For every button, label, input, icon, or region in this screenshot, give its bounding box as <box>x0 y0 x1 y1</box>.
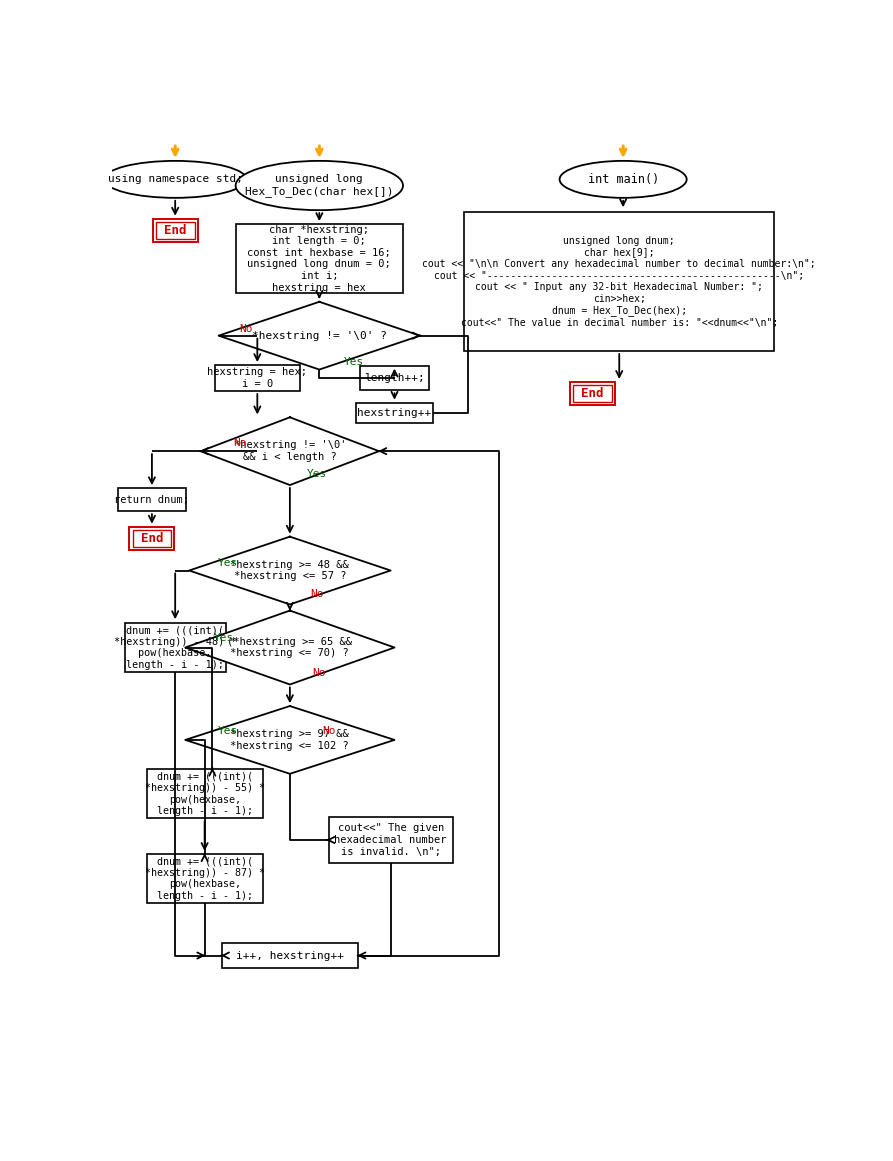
Text: Yes: Yes <box>344 356 364 367</box>
FancyBboxPatch shape <box>146 770 263 819</box>
FancyBboxPatch shape <box>155 222 195 239</box>
FancyBboxPatch shape <box>214 365 300 391</box>
Text: (*hexstring >= 65 &&
*hexstring <= 70) ?: (*hexstring >= 65 && *hexstring <= 70) ? <box>228 636 353 658</box>
Text: i++, hexstring++: i++, hexstring++ <box>236 951 344 960</box>
FancyBboxPatch shape <box>329 817 453 863</box>
FancyBboxPatch shape <box>221 943 358 968</box>
Text: Yes: Yes <box>214 633 234 643</box>
Text: char *hexstring;
int length = 0;
const int hexbase = 16;
unsigned long dnum = 0;: char *hexstring; int length = 0; const i… <box>247 225 391 293</box>
Text: *hexstring >= 97 &&
*hexstring <= 102 ?: *hexstring >= 97 && *hexstring <= 102 ? <box>230 729 349 751</box>
Text: No: No <box>321 726 336 736</box>
FancyBboxPatch shape <box>236 224 403 294</box>
Polygon shape <box>189 536 390 605</box>
Text: No: No <box>239 324 253 333</box>
Text: End: End <box>580 387 604 399</box>
Text: End: End <box>141 532 163 545</box>
Text: *hexstring != '\0' ?: *hexstring != '\0' ? <box>252 331 387 340</box>
Ellipse shape <box>104 161 246 197</box>
FancyBboxPatch shape <box>153 218 197 241</box>
Text: int main(): int main() <box>588 173 659 186</box>
Text: unsigned long dnum;
char hex[9];
cout << "\n\n Convert any hexadecimal number to: unsigned long dnum; char hex[9]; cout <<… <box>422 236 816 327</box>
Polygon shape <box>185 706 395 773</box>
Ellipse shape <box>560 161 687 197</box>
Text: No: No <box>313 668 326 678</box>
Polygon shape <box>219 302 420 369</box>
Text: hexstring++: hexstring++ <box>357 408 431 418</box>
Text: Yes: Yes <box>218 557 238 568</box>
Text: hexstring = hex;
i = 0: hexstring = hex; i = 0 <box>207 367 307 389</box>
Text: No: No <box>233 439 246 448</box>
Polygon shape <box>201 417 379 485</box>
FancyBboxPatch shape <box>464 212 774 351</box>
Text: dnum += (((int)(
*hexstring)) - 48) *
pow(hexbase,
length - i - 1);: dnum += (((int)( *hexstring)) - 48) * po… <box>114 625 237 670</box>
FancyBboxPatch shape <box>125 623 226 672</box>
Polygon shape <box>185 611 395 685</box>
Text: dnum += (((int)(
*hexstring)) - 87) *
pow(hexbase,
length - i - 1);: dnum += (((int)( *hexstring)) - 87) * po… <box>145 856 264 901</box>
Text: Yes: Yes <box>218 726 238 736</box>
FancyBboxPatch shape <box>146 853 263 903</box>
Text: using namespace std;: using namespace std; <box>108 174 243 185</box>
FancyBboxPatch shape <box>361 366 429 390</box>
FancyBboxPatch shape <box>355 403 433 423</box>
Ellipse shape <box>236 161 403 210</box>
FancyBboxPatch shape <box>570 382 614 405</box>
FancyBboxPatch shape <box>118 488 186 511</box>
Text: return dnum;: return dnum; <box>114 495 189 505</box>
Text: End: End <box>164 224 187 237</box>
Text: *hexstring != '\0'
&& i < length ?: *hexstring != '\0' && i < length ? <box>234 440 346 462</box>
Text: dnum += (((int)(
*hexstring)) - 55) *
pow(hexbase,
length - i - 1);: dnum += (((int)( *hexstring)) - 55) * po… <box>145 771 264 816</box>
FancyBboxPatch shape <box>129 527 174 549</box>
Text: No: No <box>310 589 324 599</box>
FancyBboxPatch shape <box>572 385 612 402</box>
Text: Yes: Yes <box>307 469 327 479</box>
Text: unsigned long
Hex_To_Dec(char hex[]): unsigned long Hex_To_Dec(char hex[]) <box>245 174 394 196</box>
FancyBboxPatch shape <box>132 529 171 547</box>
Text: length++;: length++; <box>364 373 425 383</box>
Text: cout<<" The given
hexadecimal number
is invalid. \n";: cout<<" The given hexadecimal number is … <box>334 823 446 857</box>
Text: *hexstring >= 48 &&
*hexstring <= 57 ?: *hexstring >= 48 && *hexstring <= 57 ? <box>230 560 349 582</box>
